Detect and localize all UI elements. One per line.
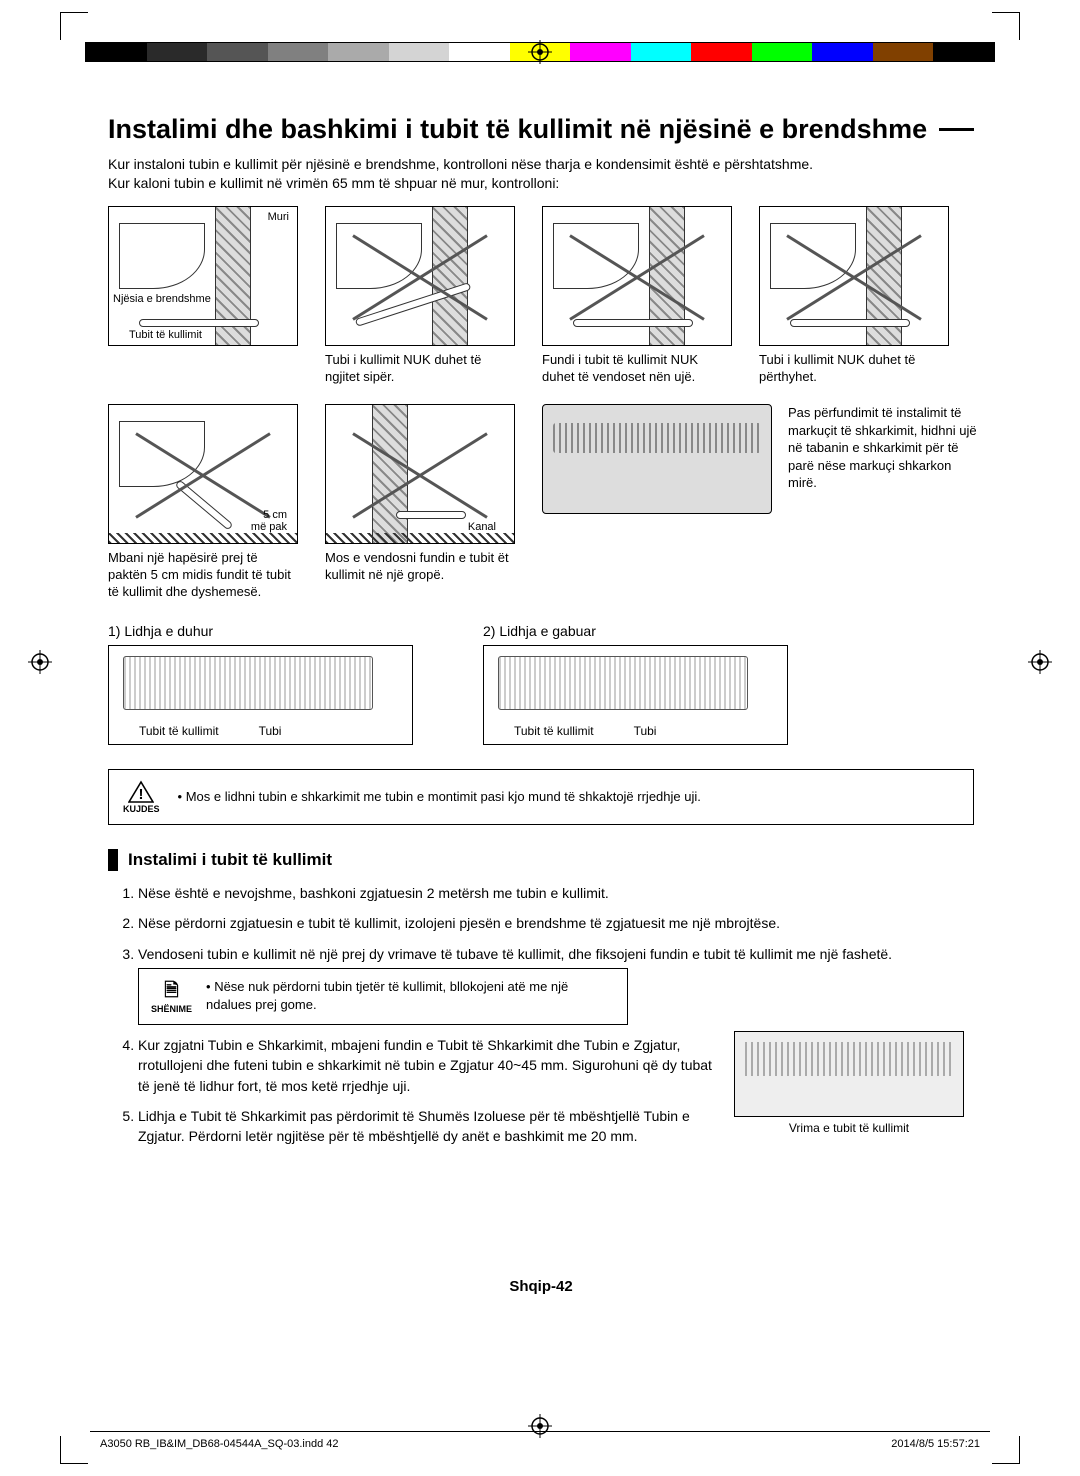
diagram-box: Kanal	[325, 404, 515, 544]
list-item: Nëse përdorni zgjatuesin e tubit të kull…	[138, 913, 974, 933]
figure-caption: Mbani një hapësirë prej të paktën 5 cm m…	[108, 550, 298, 601]
label-unit: Njësia e brendshme	[113, 293, 211, 305]
figure-caption: Tubi i kullimit NUK duhet të përthyhet.	[759, 352, 949, 386]
indoor-unit-diagram	[542, 404, 772, 514]
crop-marks	[60, 12, 1020, 42]
diagram-box: Tubit të kullimit Tubi	[108, 645, 413, 745]
figure-row2: 5 cm më pak Mbani një hapësirë prej të p…	[108, 404, 974, 601]
caution-text-content: Mos e lidhni tubin e shkarkimit me tubin…	[186, 789, 701, 804]
page-content: Instalimi dhe bashkimi i tubit të kullim…	[108, 115, 974, 1295]
note-text-content: Nëse nuk përdorni tubin tjetër të kullim…	[206, 979, 568, 1013]
label-5cm: 5 cm	[263, 509, 287, 521]
label-drainhose: Tubit të kullimit	[139, 724, 219, 738]
diagram-box: 5 cm më pak	[108, 404, 298, 544]
crop-mark-tl	[60, 12, 88, 40]
connection-title: 2) Lidhja e gabuar	[483, 623, 788, 639]
svg-text:!: !	[139, 786, 144, 803]
figure-correct-install: Muri Njësia e brendshme Tubit të kullimi…	[108, 206, 298, 386]
figure-caption: Tubi i kullimit NUK duhet të ngjitet sip…	[325, 352, 515, 386]
crop-mark-bl	[60, 1436, 88, 1464]
step-text: Vendoseni tubin e kullimit në një prej d…	[138, 946, 892, 962]
connection-comparison: 1) Lidhja e duhur Tubit të kullimit Tubi…	[108, 623, 974, 745]
registration-mark-icon	[1028, 650, 1052, 674]
figure-wrong-up: Tubi i kullimit NUK duhet të ngjitet sip…	[325, 206, 515, 386]
diagram-box	[759, 206, 949, 346]
label-wall: Muri	[268, 211, 289, 223]
figure-5cm-gap: 5 cm më pak Mbani një hapësirë prej të p…	[108, 404, 298, 601]
caution-label: KUJDES	[123, 804, 160, 814]
label-drainhose: Tubit të kullimit	[514, 724, 594, 738]
note-box: 🗎 SHËNIME • Nëse nuk përdorni tubin tjet…	[138, 968, 628, 1025]
note-label: SHËNIME	[151, 1003, 192, 1016]
list-item: Vendoseni tubin e kullimit në një prej d…	[138, 944, 974, 1025]
list-item: Vrima e tubit të kullimit Kur zgjatni Tu…	[138, 1035, 974, 1096]
connection-title: 1) Lidhja e duhur	[108, 623, 413, 639]
diagram-box: Muri Njësia e brendshme Tubit të kullimi…	[108, 206, 298, 346]
figure-channel: Kanal Mos e vendosni fundin e tubit ët k…	[325, 404, 515, 601]
figure-grid-row1: Muri Njësia e brendshme Tubit të kullimi…	[108, 206, 974, 386]
label-pipe: Tubi	[259, 724, 282, 738]
footer-rule	[90, 1431, 990, 1432]
caution-icon: ! KUJDES	[123, 780, 160, 814]
note-text: • Nëse nuk përdorni tubin tjetër të kull…	[206, 978, 615, 1016]
connection-wrong: 2) Lidhja e gabuar Tubit të kullimit Tub…	[483, 623, 788, 745]
registration-mark-icon	[28, 650, 52, 674]
caution-text: • Mos e lidhni tubin e shkarkimit me tub…	[178, 789, 701, 804]
label-pipe: Tubi	[634, 724, 657, 738]
footer-filename: A3050 RB_IB&IM_DB68-04544A_SQ-03.indd 42	[100, 1438, 339, 1450]
connection-correct: 1) Lidhja e duhur Tubit të kullimit Tubi	[108, 623, 413, 745]
page-title-text: Instalimi dhe bashkimi i tubit të kullim…	[108, 115, 927, 145]
label-hose: Tubit të kullimit	[129, 329, 202, 341]
registration-mark-icon	[528, 40, 552, 64]
diagram-box	[542, 206, 732, 346]
figure-caption: Vrima e tubit të kullimit	[734, 1121, 964, 1135]
registration-mark-icon	[528, 1414, 552, 1438]
page-title: Instalimi dhe bashkimi i tubit të kullim…	[108, 115, 974, 145]
label-mepak: më pak	[251, 521, 287, 533]
footer-timestamp: 2014/8/5 15:57:21	[891, 1438, 980, 1450]
step-text: Kur zgjatni Tubin e Shkarkimit, mbajeni …	[138, 1037, 712, 1094]
figure-caption: Fundi i tubit të kullimit NUK duhet të v…	[542, 352, 732, 386]
list-item: Nëse është e nevojshme, bashkoni zgjatue…	[138, 883, 974, 903]
drain-test-text: Pas përfundimit të instalimit të markuçi…	[788, 404, 978, 492]
figure-wrong-bent: Tubi i kullimit NUK duhet të përthyhet.	[759, 206, 949, 386]
drain-hole-figure: Vrima e tubit të kullimit	[734, 1031, 964, 1135]
crop-mark-br	[992, 1436, 1020, 1464]
page-number: Shqip-42	[108, 1278, 974, 1295]
diagram-box: Tubit të kullimit Tubi	[483, 645, 788, 745]
diagram-box	[734, 1031, 964, 1117]
install-steps-list: Nëse është e nevojshme, bashkoni zgjatue…	[138, 883, 974, 1147]
figure-caption: Mos e vendosni fundin e tubit ët kullimi…	[325, 550, 515, 584]
diagram-box	[325, 206, 515, 346]
caution-box: ! KUJDES • Mos e lidhni tubin e shkarkim…	[108, 769, 974, 825]
section-heading: Instalimi i tubit të kullimit	[108, 849, 974, 871]
figure-unit-drain-test: Pas përfundimit të instalimit të markuçi…	[542, 404, 978, 601]
label-kanal: Kanal	[468, 521, 496, 533]
figure-wrong-water: Fundi i tubit të kullimit NUK duhet të v…	[542, 206, 732, 386]
intro-paragraph: Kur instaloni tubin e kullimit për njësi…	[108, 155, 974, 193]
note-icon: 🗎 SHËNIME	[151, 977, 192, 1016]
crop-mark-tr	[992, 12, 1020, 40]
